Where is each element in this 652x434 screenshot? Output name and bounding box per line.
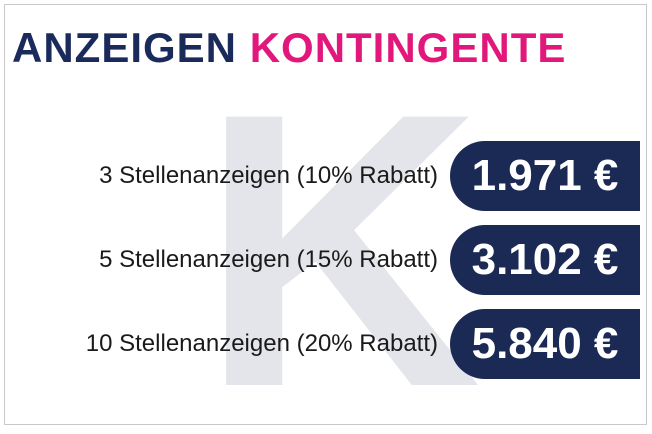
package-row: 3 Stellenanzeigen (10% Rabatt) 1.971 € (99, 141, 640, 211)
package-row: 10 Stellenanzeigen (20% Rabatt) 5.840 € (86, 309, 640, 379)
headline: ANZEIGEN KONTINGENTE (12, 27, 566, 69)
package-row: 5 Stellenanzeigen (15% Rabatt) 3.102 € (99, 225, 640, 295)
price-badge: 1.971 € (450, 141, 640, 211)
package-label: 10 Stellenanzeigen (20% Rabatt) (85, 330, 438, 357)
package-label: 3 Stellenanzeigen (10% Rabatt) (99, 162, 438, 189)
package-label: 5 Stellenanzeigen (15% Rabatt) (99, 246, 438, 273)
headline-part-2: KONTINGENTE (249, 24, 567, 71)
price-badge: 5.840 € (450, 309, 640, 379)
price-badge: 3.102 € (450, 225, 640, 295)
headline-part-1: ANZEIGEN (12, 24, 238, 71)
watermark-letter: K (200, 32, 482, 425)
ad-card: K ANZEIGEN KONTINGENTE 3 Stellenanzeigen… (4, 4, 647, 425)
